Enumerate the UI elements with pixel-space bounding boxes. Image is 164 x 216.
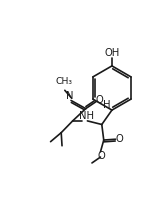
Text: CH₃: CH₃	[55, 77, 72, 86]
Text: O: O	[115, 134, 123, 144]
Text: H: H	[103, 100, 111, 110]
Text: NH: NH	[79, 111, 94, 121]
Text: OH: OH	[104, 48, 120, 59]
Text: O: O	[97, 151, 105, 160]
Text: N: N	[66, 91, 73, 101]
Text: O: O	[96, 95, 103, 105]
